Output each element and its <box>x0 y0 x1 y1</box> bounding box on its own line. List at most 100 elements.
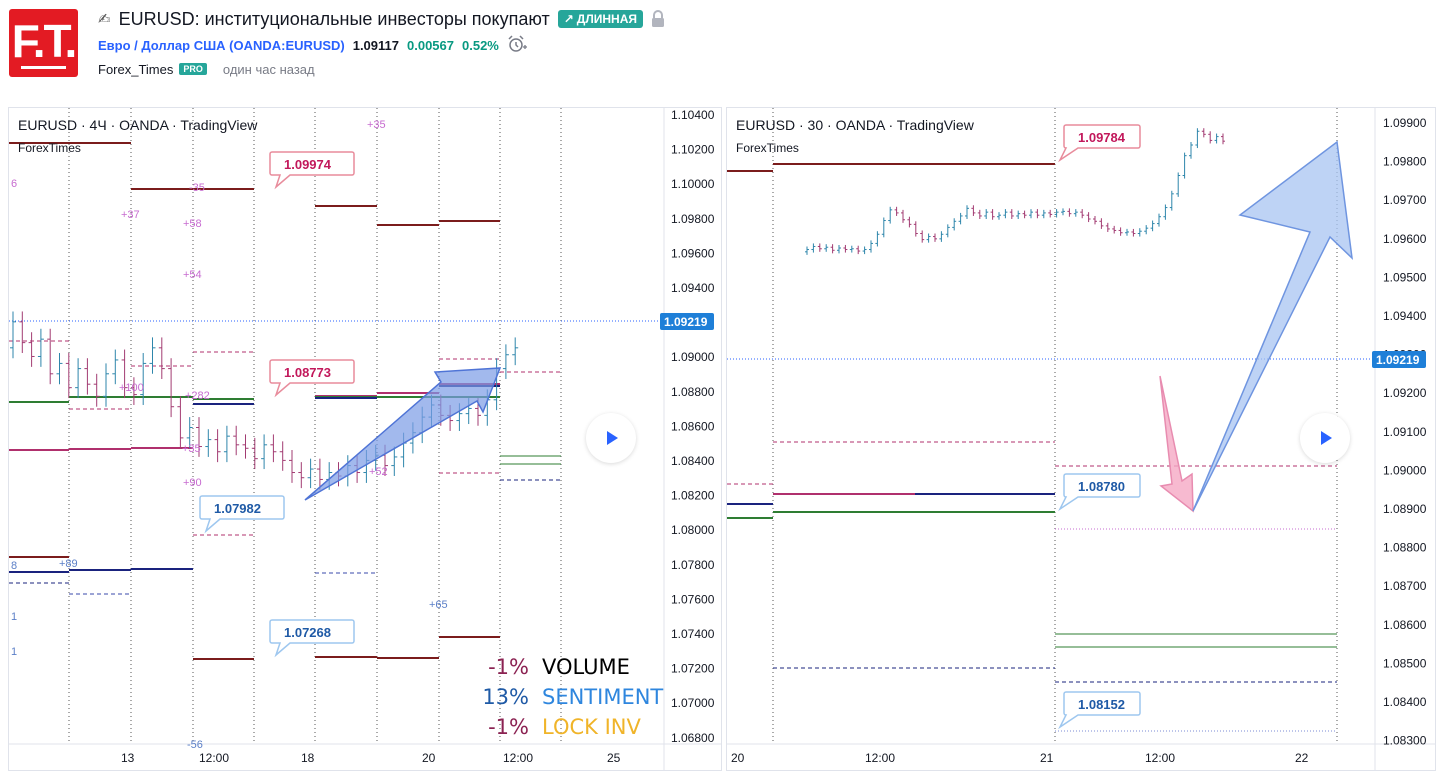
price-axis-label: 1.07400 <box>671 627 715 641</box>
chart-4h[interactable]: 1.10400 1.10200 1.10000 1.09800 1.09600 1.094… <box>8 107 722 771</box>
chart-30m[interactable]: 1.09900 1.09800 1.09700 1.09600 1.09500 1.094… <box>726 107 1436 771</box>
level-label: -35 <box>189 182 205 194</box>
play-icon <box>607 431 618 445</box>
time-axis-label: 12:00 <box>199 751 229 765</box>
symbol-link[interactable]: Евро / Доллар США (OANDA:EURUSD) <box>98 37 345 53</box>
chart-30m-subtitle: ForexTimes <box>736 141 799 155</box>
price-axis-label: 1.07000 <box>671 696 715 710</box>
time-axis-label: 12:00 <box>865 751 895 765</box>
price-callout: 1.08780 <box>1078 479 1125 494</box>
price-axis-label: 1.08600 <box>671 419 715 433</box>
price-axis-label: 1.08400 <box>671 454 715 468</box>
time-axis-label: 20 <box>422 751 436 765</box>
price-axis-label: 1.09800 <box>671 212 715 226</box>
time-axis-label: 18 <box>301 751 315 765</box>
price-axis-label: 1.08600 <box>1383 618 1427 632</box>
price-axis-label: 1.09600 <box>1383 232 1427 246</box>
price-change: 0.00567 <box>407 37 454 53</box>
price-callout: 1.09784 <box>1078 130 1126 145</box>
level-label: +54 <box>183 269 202 281</box>
author-row: Forex_Times PRO один час назад <box>98 61 315 77</box>
title-row: ✍ EURUSD: институциональные инвесторы по… <box>98 8 665 30</box>
current-price-tag-bg <box>660 313 714 330</box>
price-axis-label: 1.09900 <box>1383 116 1427 130</box>
forecast-arrow <box>304 367 502 501</box>
price-axis-label: 1.07200 <box>671 662 715 676</box>
price-axis-label: 1.09100 <box>1383 425 1427 439</box>
level-label: +35 <box>367 119 386 131</box>
price-axis-label: 1.09000 <box>671 350 715 364</box>
price-axis-label: 1.09800 <box>1383 155 1427 169</box>
price-callout: 1.07982 <box>214 501 261 516</box>
price-axis-label: 1.10000 <box>671 177 715 191</box>
price-callout: 1.08773 <box>284 365 331 380</box>
level-label: +89 <box>59 558 78 570</box>
time-axis-label: 13 <box>121 751 135 765</box>
time-axis-label: 20 <box>731 751 745 765</box>
lock-icon <box>651 10 665 28</box>
level-label: 1 <box>11 611 17 623</box>
price-axis-label: 1.09400 <box>1383 309 1427 323</box>
chart-4h-subtitle: ForexTimes <box>18 141 81 155</box>
legend-value: -1% <box>488 715 529 739</box>
level-label: +65 <box>429 599 448 611</box>
play-button[interactable] <box>1300 413 1350 463</box>
price-axis-label: 1.08800 <box>671 385 715 399</box>
level-label: +100 <box>119 382 144 394</box>
price-change-percent: 0.52% <box>462 37 499 53</box>
idea-header: F.T. ✍ EURUSD: институциональные инвесто… <box>0 0 1442 100</box>
last-price: 1.09117 <box>352 37 399 53</box>
long-badge: ↗ ДЛИННАЯ <box>557 10 644 28</box>
price-callout-box <box>269 151 355 190</box>
current-price-tag: 1.09219 <box>664 315 708 329</box>
time-axis-label: 25 <box>607 751 621 765</box>
price-axis-label: 1.09500 <box>1383 270 1427 284</box>
price-axis-label: 1.08200 <box>671 489 715 503</box>
price-callout-box <box>1058 473 1141 512</box>
pro-badge: PRO <box>179 63 207 75</box>
time-axis-label: 21 <box>1040 751 1054 765</box>
price-callout-box <box>269 619 355 658</box>
price-axis-label: 1.08000 <box>671 523 715 537</box>
price-callout: 1.08152 <box>1078 697 1125 712</box>
alarm-clock-icon[interactable] <box>507 34 527 56</box>
pencil-icon: ✍ <box>98 11 111 28</box>
level-label: +282 <box>185 390 210 402</box>
author-name[interactable]: Forex_Times <box>98 61 174 77</box>
price-axis-label: 1.08300 <box>1383 734 1427 748</box>
price-axis-label: 1.08700 <box>1383 579 1427 593</box>
legend-label: LOCK INV <box>542 715 641 739</box>
price-axis-label: 1.08800 <box>1383 541 1427 555</box>
time-axis-label: 22 <box>1295 751 1309 765</box>
symbol-row: Евро / Доллар США (OANDA:EURUSD) 1.09117… <box>98 34 527 56</box>
legend-label: SENTIMENT <box>542 685 663 709</box>
price-callout: 1.09974 <box>284 157 332 172</box>
price-axis-label: 1.08400 <box>1383 695 1427 709</box>
price-axis-label: 1.09200 <box>1383 386 1427 400</box>
author-logo[interactable]: F.T. <box>9 9 78 77</box>
level-label: 6 <box>11 178 17 190</box>
level-label: +37 <box>121 209 140 221</box>
level-label: 1 <box>11 646 17 658</box>
chart-30m-canvas[interactable]: 1.09900 1.09800 1.09700 1.09600 1.09500 1.094… <box>727 108 1435 770</box>
price-axis-label: 1.07600 <box>671 592 715 606</box>
time-axis-label: 12:00 <box>1145 751 1175 765</box>
legend-value: 13% <box>482 685 529 709</box>
chart-4h-title: EURUSD · 4Ч · OANDA · TradingView <box>18 117 258 133</box>
price-axis-label: 1.10400 <box>671 108 715 122</box>
publish-time: один час назад <box>222 61 315 77</box>
price-axis-label: 1.09000 <box>1383 463 1427 477</box>
price-callout: 1.07268 <box>284 625 331 640</box>
play-button[interactable] <box>586 413 636 463</box>
logo-text: F.T. <box>11 15 78 67</box>
price-axis-label: 1.06800 <box>671 731 715 745</box>
time-axis-label: 12:00 <box>503 751 533 765</box>
level-label: +90 <box>183 477 202 489</box>
price-axis-label: 1.07800 <box>671 558 715 572</box>
legend-label: VOLUME <box>542 655 630 679</box>
price-axis-label: 1.09400 <box>671 281 715 295</box>
current-price-tag-bg <box>1372 351 1426 368</box>
chart-4h-canvas[interactable]: 1.10400 1.10200 1.10000 1.09800 1.09600 1.094… <box>9 108 721 770</box>
level-label: +52 <box>369 466 388 478</box>
forecast-arrow-down <box>1159 375 1194 513</box>
